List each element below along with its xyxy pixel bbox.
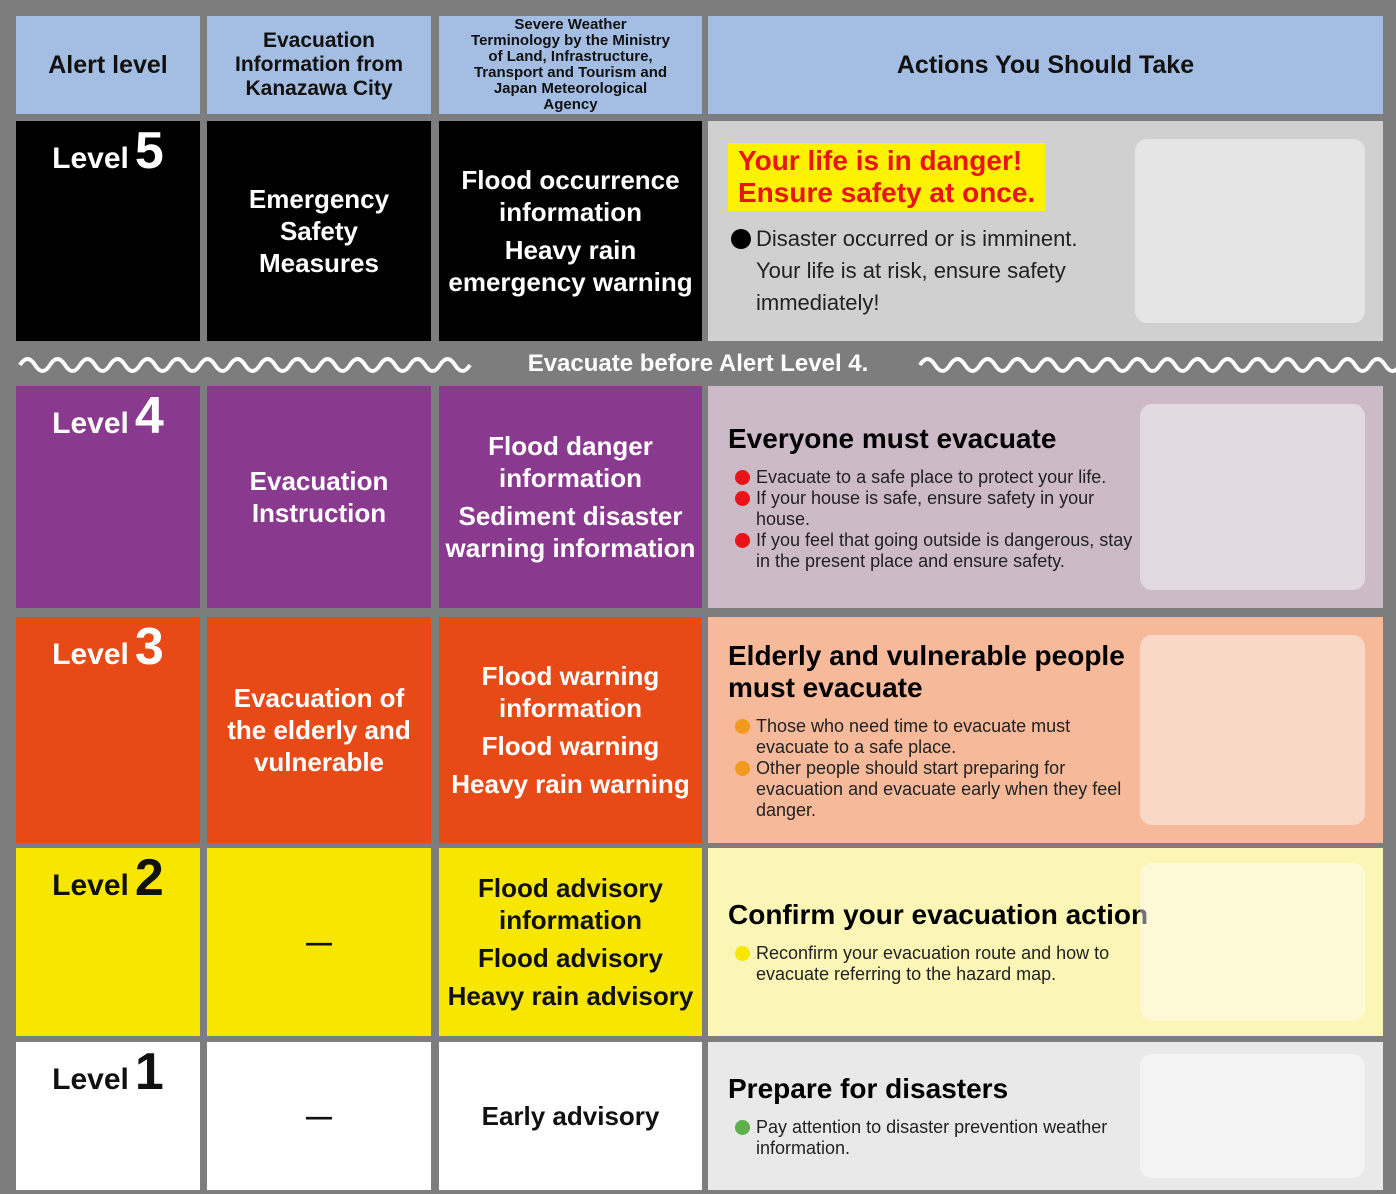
- terminology: Flood danger information: [488, 431, 653, 493]
- action-cell: Prepare for disasters Pay attention to di…: [708, 1042, 1383, 1190]
- evacuation-info: Evacuation Instruction: [207, 386, 431, 608]
- action-cell: Confirm your evacuation action Reconfirm …: [708, 848, 1383, 1036]
- action-bullet: Reconfirm your evacuation route and how …: [728, 943, 1136, 985]
- banner-waves: [18, 357, 1396, 373]
- terminology-cell: Flood occurrence information Heavy rain e…: [439, 121, 702, 341]
- level-cell: Level 5: [16, 121, 200, 341]
- level-word: Level: [52, 407, 129, 440]
- action-bullet: Other people should start preparing for …: [728, 758, 1136, 821]
- terminology: Flood warning: [481, 731, 660, 761]
- level-cell: Level 2: [16, 848, 200, 1036]
- bullet-text: Evacuate to a safe place to protect your…: [756, 466, 1107, 487]
- action-bullet: Those who need time to evacuate must eva…: [728, 716, 1136, 758]
- terminology-cell: Early advisory: [439, 1042, 702, 1190]
- wave: [18, 357, 472, 373]
- header-cell: Severe Weather Terminology by the Minist…: [439, 16, 702, 114]
- bullet-text: If you feel that going outside is danger…: [756, 529, 1133, 571]
- level-number: 3: [134, 618, 164, 676]
- terminology: Flood occurrence information: [461, 165, 680, 227]
- level-cell: Level 4: [16, 386, 200, 608]
- level-cell: Level 1: [16, 1042, 200, 1190]
- action-cell: Everyone must evacuate Evacuate to a safe…: [708, 386, 1383, 608]
- action-headline: Prepare for disasters: [728, 1073, 1168, 1105]
- terminology: Heavy rain emergency warning: [448, 235, 693, 297]
- bullet-text: Disaster occurred or is imminent. Your l…: [756, 226, 1078, 315]
- evacuation-info: Evacuation of the elderly and vulnerable: [207, 617, 431, 843]
- terminology: Heavy rain warning: [451, 769, 690, 799]
- action-bullet: Evacuate to a safe place to protect your…: [728, 467, 1136, 488]
- terminology: Flood advisory: [478, 943, 663, 973]
- action-headline: Confirm your evacuation action: [728, 899, 1168, 931]
- wave: [918, 357, 1396, 373]
- level-word: Level: [52, 869, 129, 902]
- illustration: [1140, 403, 1365, 591]
- action-headline: Your life is in danger! Ensure safety at …: [728, 143, 1046, 211]
- bullet-dot: [735, 1120, 750, 1135]
- bullet-text: Reconfirm your evacuation route and how …: [756, 943, 1110, 984]
- bullet-dot: [735, 760, 750, 776]
- terminology: Flood advisory information: [478, 873, 663, 935]
- level-cell: Level 3: [16, 617, 200, 843]
- action-headline: Elderly and vulnerable people must evacu…: [728, 640, 1168, 704]
- header-cell: Actions You Should Take: [708, 16, 1383, 114]
- bullet-dot: [735, 532, 750, 548]
- headline-line: Your life is in danger!: [738, 145, 1023, 176]
- bullet-dot: [735, 946, 750, 961]
- action-headline: Everyone must evacuate: [728, 423, 1168, 455]
- level-number: 5: [134, 122, 164, 180]
- terminology: Sediment disaster warning information: [445, 501, 696, 563]
- illustration: [1140, 1053, 1365, 1179]
- bullet-dot: [735, 490, 750, 506]
- bullet-text: Pay attention to disaster prevention wea…: [756, 1117, 1108, 1158]
- action-cell: Elderly and vulnerable people must evacu…: [708, 617, 1383, 843]
- bullet-text: If your house is safe, ensure safety in …: [756, 487, 1095, 529]
- headline-line: Confirm your evacuation action: [728, 899, 1149, 930]
- level-word: Level: [52, 142, 129, 175]
- evacuation-info: —: [207, 848, 431, 1036]
- header-cell: Evacuation Information from Kanazawa Cit…: [207, 16, 431, 114]
- headline-line: Elderly and vulnerable people must evacu…: [728, 639, 1125, 703]
- headline-line: Everyone must evacuate: [728, 422, 1057, 454]
- terminology-cell: Flood warning information Flood warning He…: [439, 617, 702, 843]
- action-bullet: If you feel that going outside is danger…: [728, 530, 1136, 572]
- illustration: [1140, 635, 1365, 825]
- level-word: Level: [52, 1063, 129, 1096]
- banner-text: Evacuate before Alert Level 4.: [527, 350, 869, 377]
- bullet-dot: [735, 718, 750, 734]
- level-number: 1: [134, 1043, 164, 1101]
- bullet-dot: [735, 469, 750, 485]
- level-number: 4: [134, 387, 164, 445]
- action-bullet: Pay attention to disaster prevention wea…: [728, 1117, 1136, 1159]
- terminology: Early advisory: [481, 1101, 660, 1131]
- evacuation-info: Emergency Safety Measures: [207, 121, 431, 341]
- level-word: Level: [52, 638, 129, 671]
- headline-line: Prepare for disasters: [728, 1073, 1009, 1104]
- illustration: [1140, 863, 1365, 1021]
- action-bullet: If your house is safe, ensure safety in …: [728, 488, 1136, 530]
- bullet-text: Other people should start preparing for …: [756, 757, 1122, 820]
- terminology-cell: Flood danger information Sediment disaste…: [439, 386, 702, 608]
- terminology: Heavy rain advisory: [447, 981, 694, 1011]
- action-cell: Your life is in danger! Ensure safety at …: [708, 121, 1383, 341]
- terminology: Flood warning information: [481, 661, 660, 723]
- header-cell: Alert level: [16, 16, 200, 114]
- evacuation-info: —: [207, 1042, 431, 1190]
- bullet-text: Those who need time to evacuate must eva…: [756, 715, 1071, 757]
- action-bullet: Disaster occurred or is imminent. Your l…: [728, 223, 1116, 319]
- bullet-dot: [731, 229, 751, 249]
- level-number: 2: [134, 849, 164, 907]
- terminology-cell: Flood advisory information Flood advisory…: [439, 848, 702, 1036]
- illustration: [1135, 138, 1365, 324]
- headline-line: Ensure safety at once.: [738, 177, 1036, 208]
